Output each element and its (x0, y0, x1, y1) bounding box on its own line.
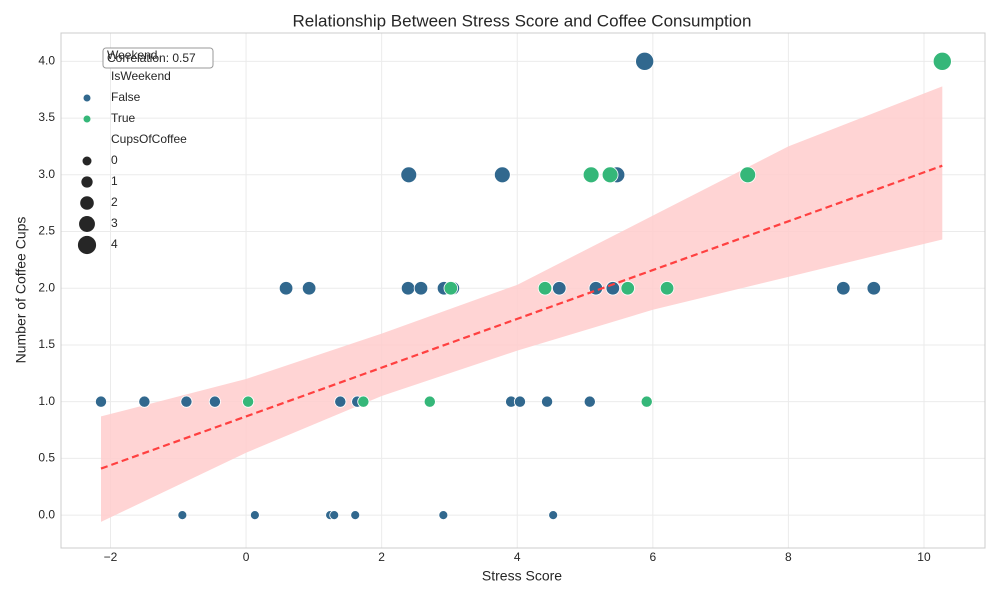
bubble (180, 395, 193, 408)
confidence-band (100, 86, 943, 522)
x-tick-label: 10 (917, 550, 931, 564)
annotation-box (102, 47, 214, 69)
bubble (866, 281, 882, 296)
chart-title: Relationship Between Stress Score and Co… (293, 11, 752, 30)
bubble (177, 510, 188, 521)
bubble (329, 510, 340, 521)
bubble (836, 281, 851, 296)
legend-size-marker (81, 176, 93, 188)
legend-title: Weekend (107, 48, 157, 62)
y-tick-label: 2.5 (38, 224, 55, 238)
regression-line (100, 164, 943, 470)
bubble (242, 395, 255, 408)
legend-size-marker (79, 216, 95, 232)
y-tick-label: 2.0 (38, 280, 55, 294)
bubble (552, 281, 567, 296)
bubble (548, 510, 559, 521)
y-tick-label: 1.0 (38, 394, 55, 408)
bubble (423, 395, 436, 408)
x-axis-label: Stress Score (482, 568, 562, 584)
legend-hue-title: IsWeekend (111, 69, 171, 83)
bubble (443, 281, 459, 296)
bubble (635, 51, 655, 71)
x-tick-label: 4 (514, 550, 521, 564)
bubble (438, 510, 449, 521)
legend-size-label: 4 (111, 237, 118, 251)
bubble (94, 395, 108, 408)
x-tick-label: 0 (243, 550, 250, 564)
legend-marker (83, 94, 91, 102)
bubble (334, 395, 347, 408)
legend-size-label: 1 (111, 174, 118, 188)
bubble (537, 281, 553, 296)
bubble (301, 281, 317, 296)
plot-frame (60, 32, 986, 549)
y-tick-label: 0.0 (38, 507, 55, 521)
y-tick-label: 4.0 (38, 54, 55, 68)
x-tick-label: 8 (785, 550, 792, 564)
bubble (278, 281, 294, 296)
x-tick-label: 6 (649, 550, 656, 564)
bubble (932, 51, 952, 71)
y-tick-label: 0.5 (38, 451, 55, 465)
bubble (138, 395, 151, 408)
legend-marker (83, 115, 91, 123)
legend-label: False (111, 90, 141, 104)
bubble (208, 395, 221, 408)
legend-label: True (111, 111, 136, 125)
bubble (541, 395, 554, 408)
legend-size-marker (77, 235, 97, 255)
legend-size-label: 0 (111, 153, 118, 167)
legend-size-label: 3 (111, 216, 118, 230)
bubble (400, 166, 418, 184)
bubble (249, 510, 260, 521)
legend-size-marker (82, 156, 92, 166)
x-tick-label: −2 (104, 550, 118, 564)
bubble (493, 166, 511, 184)
bubble (413, 281, 429, 296)
legend-size-title: CupsOfCoffee (111, 132, 187, 146)
bubble (583, 395, 596, 408)
y-axis-label: Number of Coffee Cups (13, 217, 29, 364)
bubble (601, 166, 619, 184)
bubble (620, 281, 635, 296)
x-tick-label: 2 (378, 550, 385, 564)
y-tick-label: 3.0 (38, 167, 55, 181)
bubble (350, 510, 361, 521)
y-tick-label: 1.5 (38, 337, 55, 351)
legend-size-label: 2 (111, 195, 118, 209)
bubble (739, 166, 757, 184)
annotation: Correlation: 0.57 (107, 51, 196, 65)
bubble (513, 395, 526, 408)
bubble (640, 395, 653, 408)
bubble (357, 395, 370, 408)
bubble (400, 281, 416, 296)
bubble (582, 166, 600, 184)
legend-size-marker (80, 196, 94, 210)
y-tick-label: 3.5 (38, 110, 55, 124)
bubble (659, 281, 675, 296)
